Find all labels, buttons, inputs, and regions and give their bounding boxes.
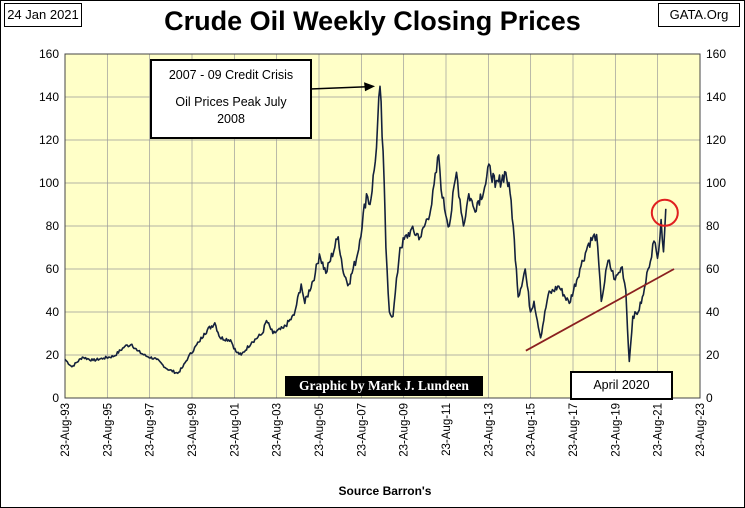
latest-price-highlight-circle [650,198,679,227]
x-tick-label: 23-Aug-09 [399,403,411,457]
peak-arrow-head [364,82,376,92]
y-tick-label-right: 60 [706,262,720,276]
credit-crisis-annotation: 2007 - 09 Credit Crisis Oil Prices Peak … [150,59,312,139]
y-tick-label-right: 100 [706,176,726,190]
y-tick-label-left: 120 [39,133,59,147]
x-tick-label: 23-Aug-93 [60,403,72,457]
x-tick-label: 23-Aug-97 [145,403,157,457]
x-tick-label: 23-Aug-11 [441,403,453,456]
y-tick-label-right: 140 [706,90,726,104]
source-site-label: GATA.Org [658,3,740,27]
x-tick-label: 23-Aug-99 [187,403,199,457]
y-tick-label-left: 100 [39,176,59,190]
date-stamp: 24 Jan 2021 [4,3,82,27]
x-tick-label: 23-Aug-13 [483,403,495,457]
x-tick-label: 23-Aug-03 [272,403,284,457]
y-tick-label-right: 0 [706,391,713,405]
support-trendline [525,268,675,352]
chart-title: Crude Oil Weekly Closing Prices [164,6,581,36]
x-axis-label: Source Barron's [338,484,432,498]
y-tick-label-right: 160 [706,47,726,61]
y-tick-label-right: 40 [706,305,720,319]
credit-crisis-annotation-line1: 2007 - 09 Credit Crisis [168,68,294,82]
peak-arrow-line [309,85,368,90]
y-tick-label-right: 80 [706,219,720,233]
credit-crisis-annotation-line2: Oil Prices Peak July 2008 [175,95,287,126]
y-tick-label-left: 0 [52,391,59,405]
y-tick-label-left: 80 [46,219,60,233]
y-tick-label-left: 40 [46,305,60,319]
x-tick-label: 23-Aug-07 [356,403,368,457]
x-tick-label: 23-Aug-19 [610,403,622,457]
y-tick-label-left: 160 [39,47,59,61]
plot-border [64,53,701,399]
y-tick-label-right: 120 [706,133,726,147]
x-tick-label: 23-Aug-15 [526,403,538,457]
y-tick-label-right: 20 [706,348,720,362]
x-tick-label: 23-Aug-21 [653,403,665,457]
x-tick-label: 23-Aug-17 [568,403,580,457]
april-2020-annotation: April 2020 [570,371,673,400]
x-tick-label: 23-Aug-23 [695,403,707,457]
y-tick-label-left: 60 [46,262,60,276]
x-tick-label: 23-Aug-95 [102,403,114,457]
y-tick-label-left: 140 [39,90,59,104]
y-tick-label-left: 20 [46,348,60,362]
oil-price-series-line [64,85,667,375]
graphic-credit-label: Graphic by Mark J. Lundeen [285,376,483,396]
x-tick-label: 23-Aug-01 [229,403,241,457]
x-tick-label: 23-Aug-05 [314,403,326,457]
